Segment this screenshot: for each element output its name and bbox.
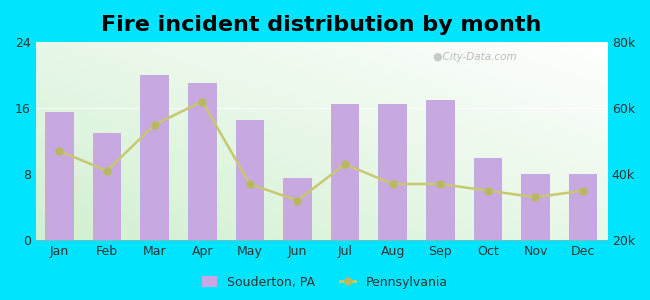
- Legend: Souderton, PA, Pennsylvania: Souderton, PA, Pennsylvania: [198, 271, 452, 294]
- Text: ●: ●: [433, 52, 443, 62]
- Bar: [331, 104, 359, 240]
- Text: City-Data.com: City-Data.com: [436, 52, 516, 62]
- Bar: [426, 100, 454, 240]
- Bar: [140, 75, 169, 240]
- Bar: [45, 112, 73, 240]
- Title: Fire incident distribution by month: Fire incident distribution by month: [101, 15, 541, 35]
- Bar: [521, 174, 550, 240]
- Bar: [93, 133, 122, 240]
- Bar: [283, 178, 312, 240]
- Bar: [188, 83, 216, 240]
- Bar: [569, 174, 597, 240]
- Bar: [474, 158, 502, 240]
- Bar: [235, 121, 264, 240]
- Bar: [378, 104, 407, 240]
